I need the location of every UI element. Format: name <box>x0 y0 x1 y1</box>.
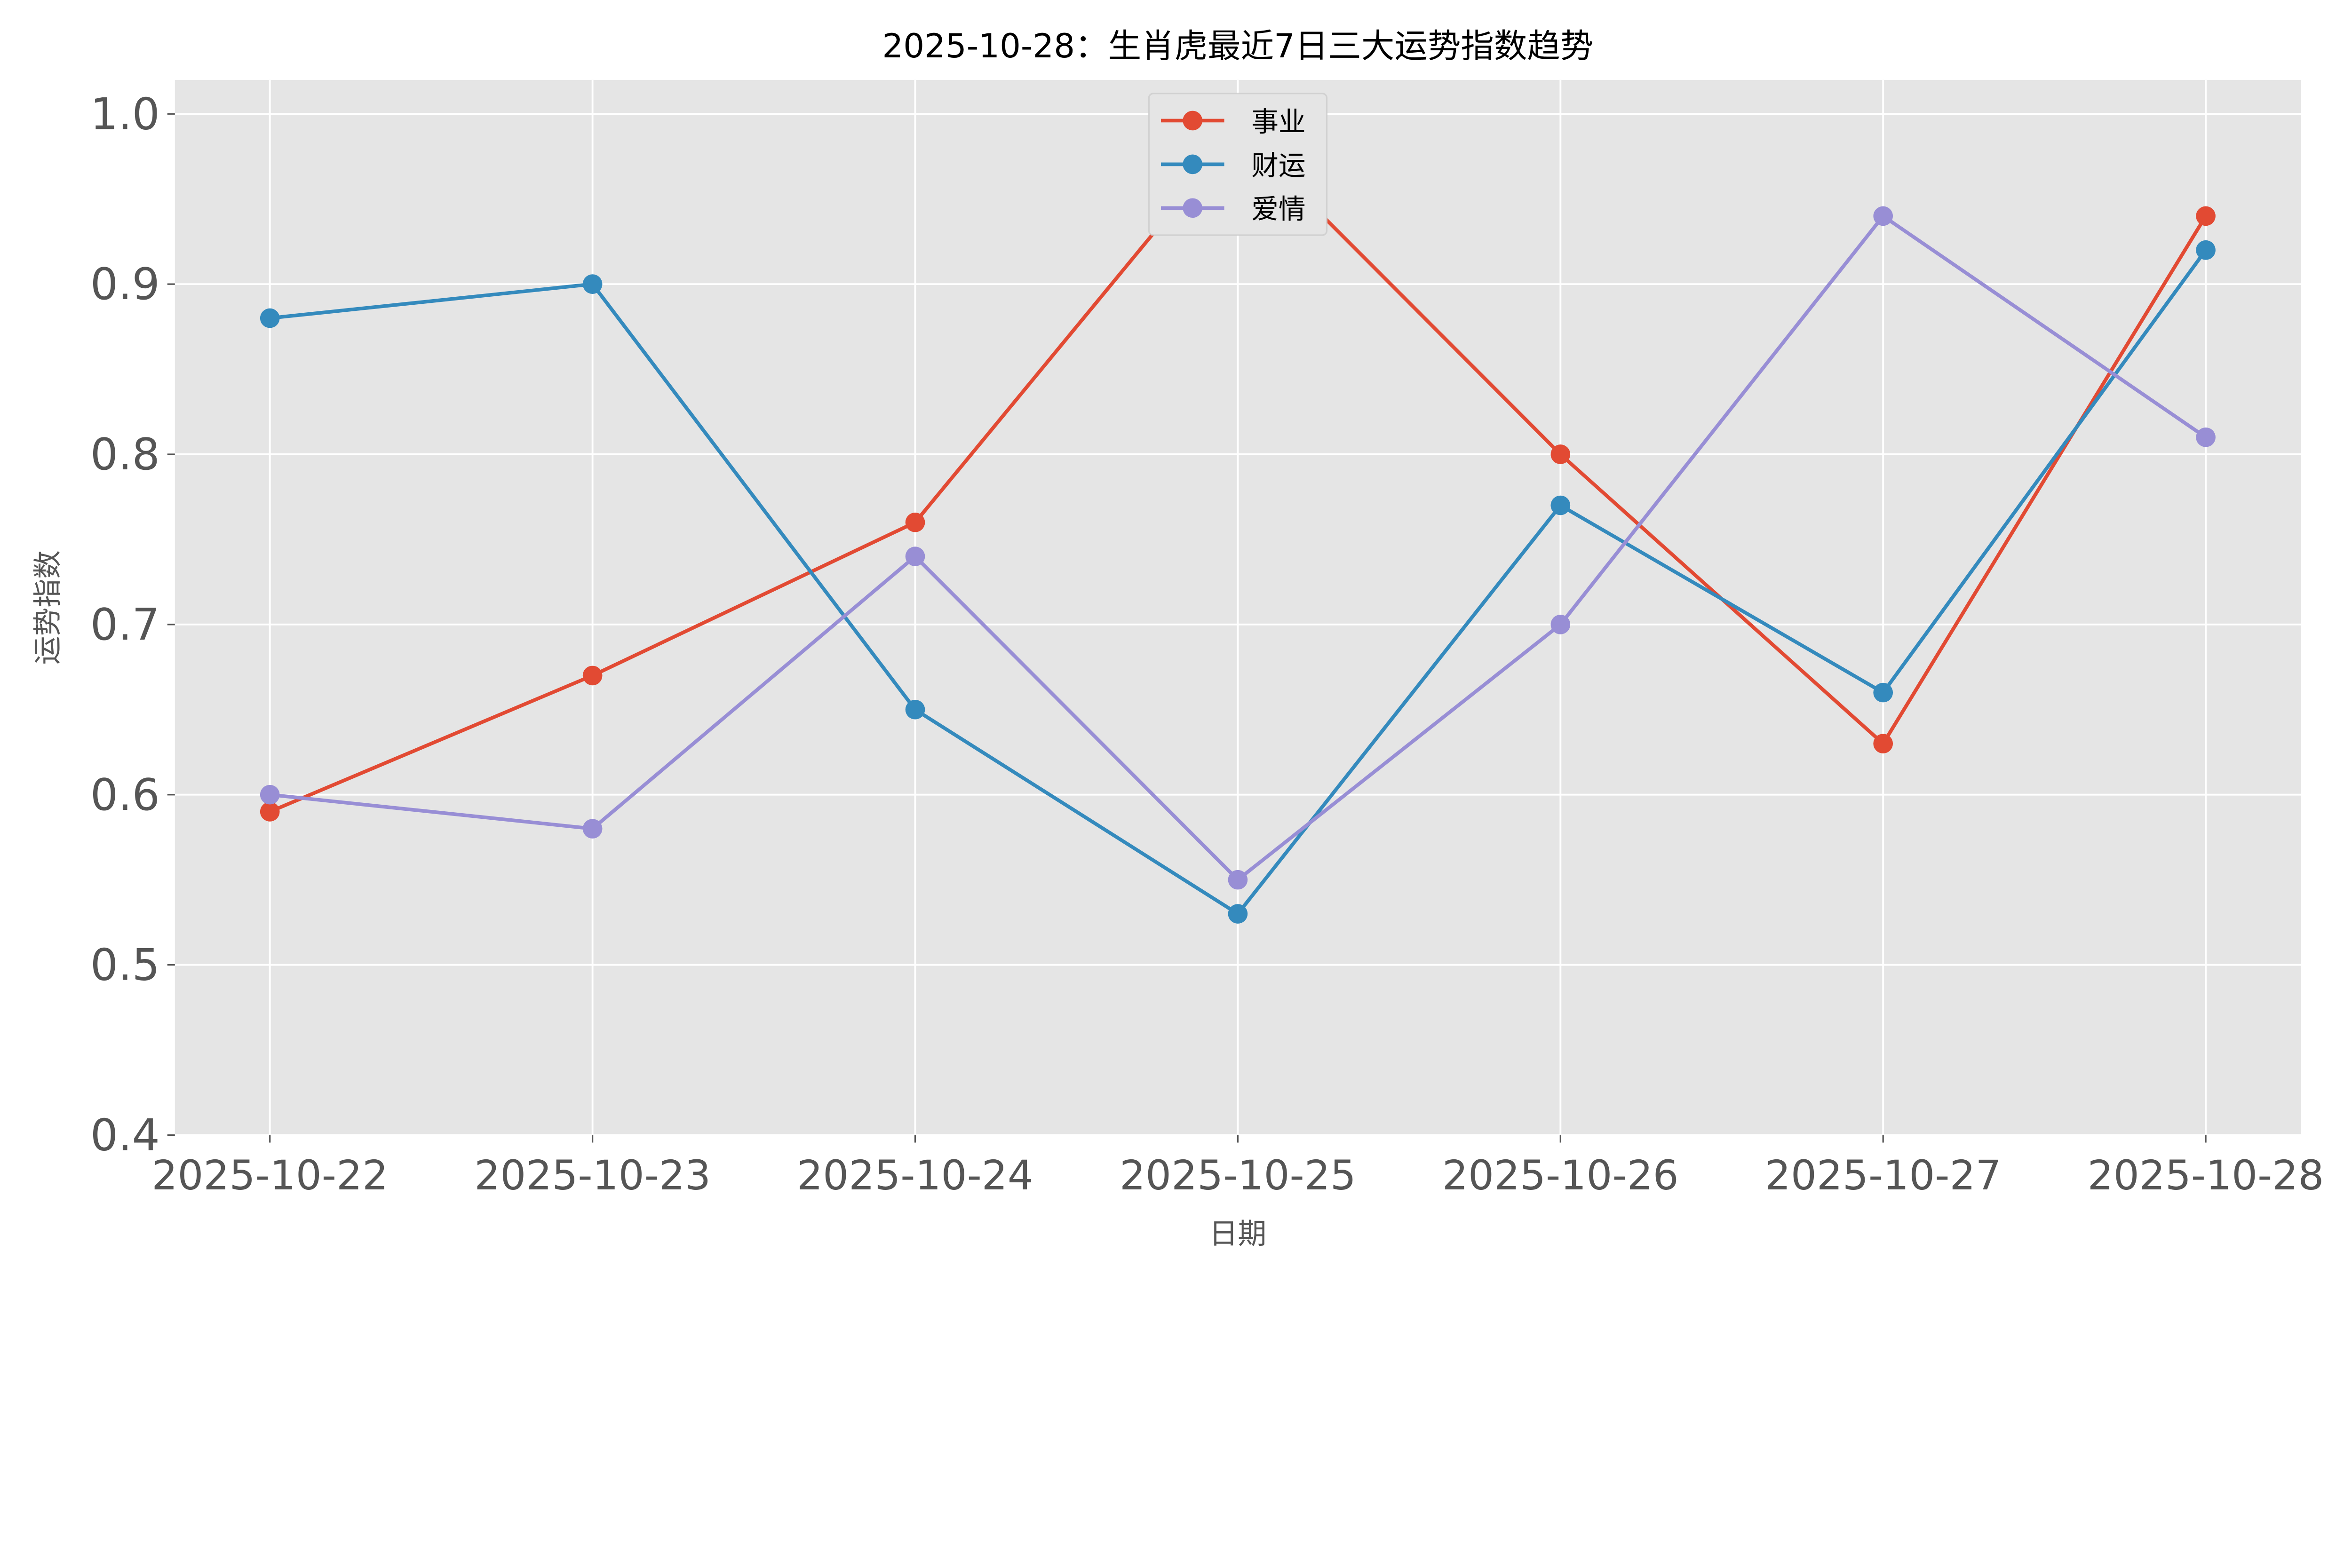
data-point <box>1550 615 1571 634</box>
data-point <box>1873 206 1893 226</box>
y-tick-label: 0.8 <box>90 429 160 480</box>
x-tick-label: 2025-10-27 <box>1765 1152 2002 1199</box>
data-point <box>2196 206 2216 226</box>
line-chart: 0.40.50.60.70.80.91.0 2025-10-22 2025-10-… <box>31 27 2324 1251</box>
y-tick-label: 0.7 <box>90 599 160 650</box>
data-point <box>2196 240 2216 260</box>
legend-label: 爱情 <box>1251 193 1305 225</box>
data-point <box>1228 904 1248 924</box>
y-tick-label: 0.6 <box>90 769 160 820</box>
x-tick-label: 2025-10-24 <box>797 1152 1033 1199</box>
legend-marker <box>1183 111 1203 131</box>
data-point <box>905 512 925 532</box>
x-tick-label: 2025-10-28 <box>2088 1152 2324 1199</box>
data-point <box>1873 734 1893 753</box>
data-point <box>582 274 603 294</box>
data-point <box>1550 444 1571 464</box>
legend-marker <box>1183 154 1203 174</box>
data-point <box>260 784 280 805</box>
x-tick-label: 2025-10-23 <box>474 1152 711 1199</box>
y-tick-label: 0.5 <box>90 940 160 990</box>
x-tick-label: 2025-10-25 <box>1120 1152 1356 1199</box>
data-point <box>582 819 603 839</box>
y-tick-label: 1.0 <box>90 88 160 139</box>
legend-marker <box>1183 198 1203 218</box>
data-point <box>260 802 280 822</box>
x-axis-label: 日期 <box>1209 1217 1267 1251</box>
data-point <box>582 665 603 686</box>
chart-title: 2025-10-28：生肖虎最近7日三大运势指数趋势 <box>882 27 1593 65</box>
x-tick-label: 2025-10-26 <box>1442 1152 1679 1199</box>
data-point <box>905 699 925 720</box>
y-tick-label: 0.9 <box>90 259 160 309</box>
y-ticks: 0.4 0.5 0.6 0.7 0.8 0.9 1.0 <box>90 88 175 1161</box>
data-point <box>2196 427 2216 447</box>
legend-label: 财运 <box>1251 150 1305 182</box>
data-point <box>1873 682 1893 703</box>
data-point <box>905 546 925 566</box>
x-ticks: 2025-10-22 2025-10-23 2025-10-24 2025-10-25… <box>151 1135 2324 1199</box>
legend-label: 事业 <box>1251 106 1305 138</box>
y-tick-label: 0.4 <box>90 1110 160 1161</box>
y-axis-label: 运势指数 <box>31 550 64 665</box>
data-point <box>1228 870 1248 890</box>
data-point <box>260 308 280 328</box>
data-point <box>1550 495 1571 515</box>
x-tick-label: 2025-10-22 <box>151 1152 388 1199</box>
grid <box>175 79 2301 1136</box>
